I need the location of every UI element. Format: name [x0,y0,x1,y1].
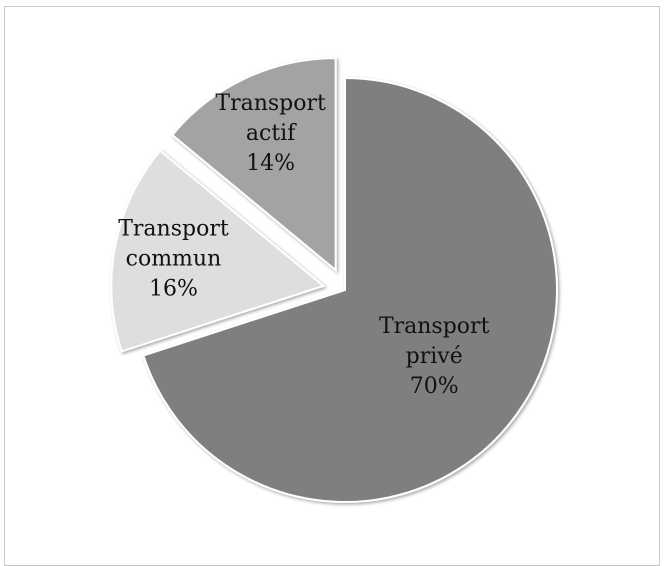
slice-name-line: Transport [215,91,326,116]
pie-slices [110,57,558,503]
slice-label-1: Transport commun 16% [118,216,229,301]
slice-name-line: actif [246,121,297,146]
slice-label-2: Transport actif 14% [215,91,326,176]
pie-labels: Transport privé 70%Transport commun 16%Trans… [118,91,489,399]
slice-label-0: Transport privé 70% [379,314,490,399]
slice-name-line: privé [406,344,463,369]
pie-chart: Transport privé 70%Transport commun 16%Trans… [110,57,558,503]
pie-slice-0 [142,76,558,503]
slice-name-line: Transport [379,314,490,339]
slice-percent-label: 70% [410,374,459,399]
slice-name-line: commun [126,246,222,271]
pie-slice-1 [110,149,326,353]
slice-percent-label: 14% [246,151,295,176]
slice-percent-label: 16% [149,276,198,301]
slice-name-line: Transport [118,216,229,241]
pie-slice-2 [170,57,337,273]
